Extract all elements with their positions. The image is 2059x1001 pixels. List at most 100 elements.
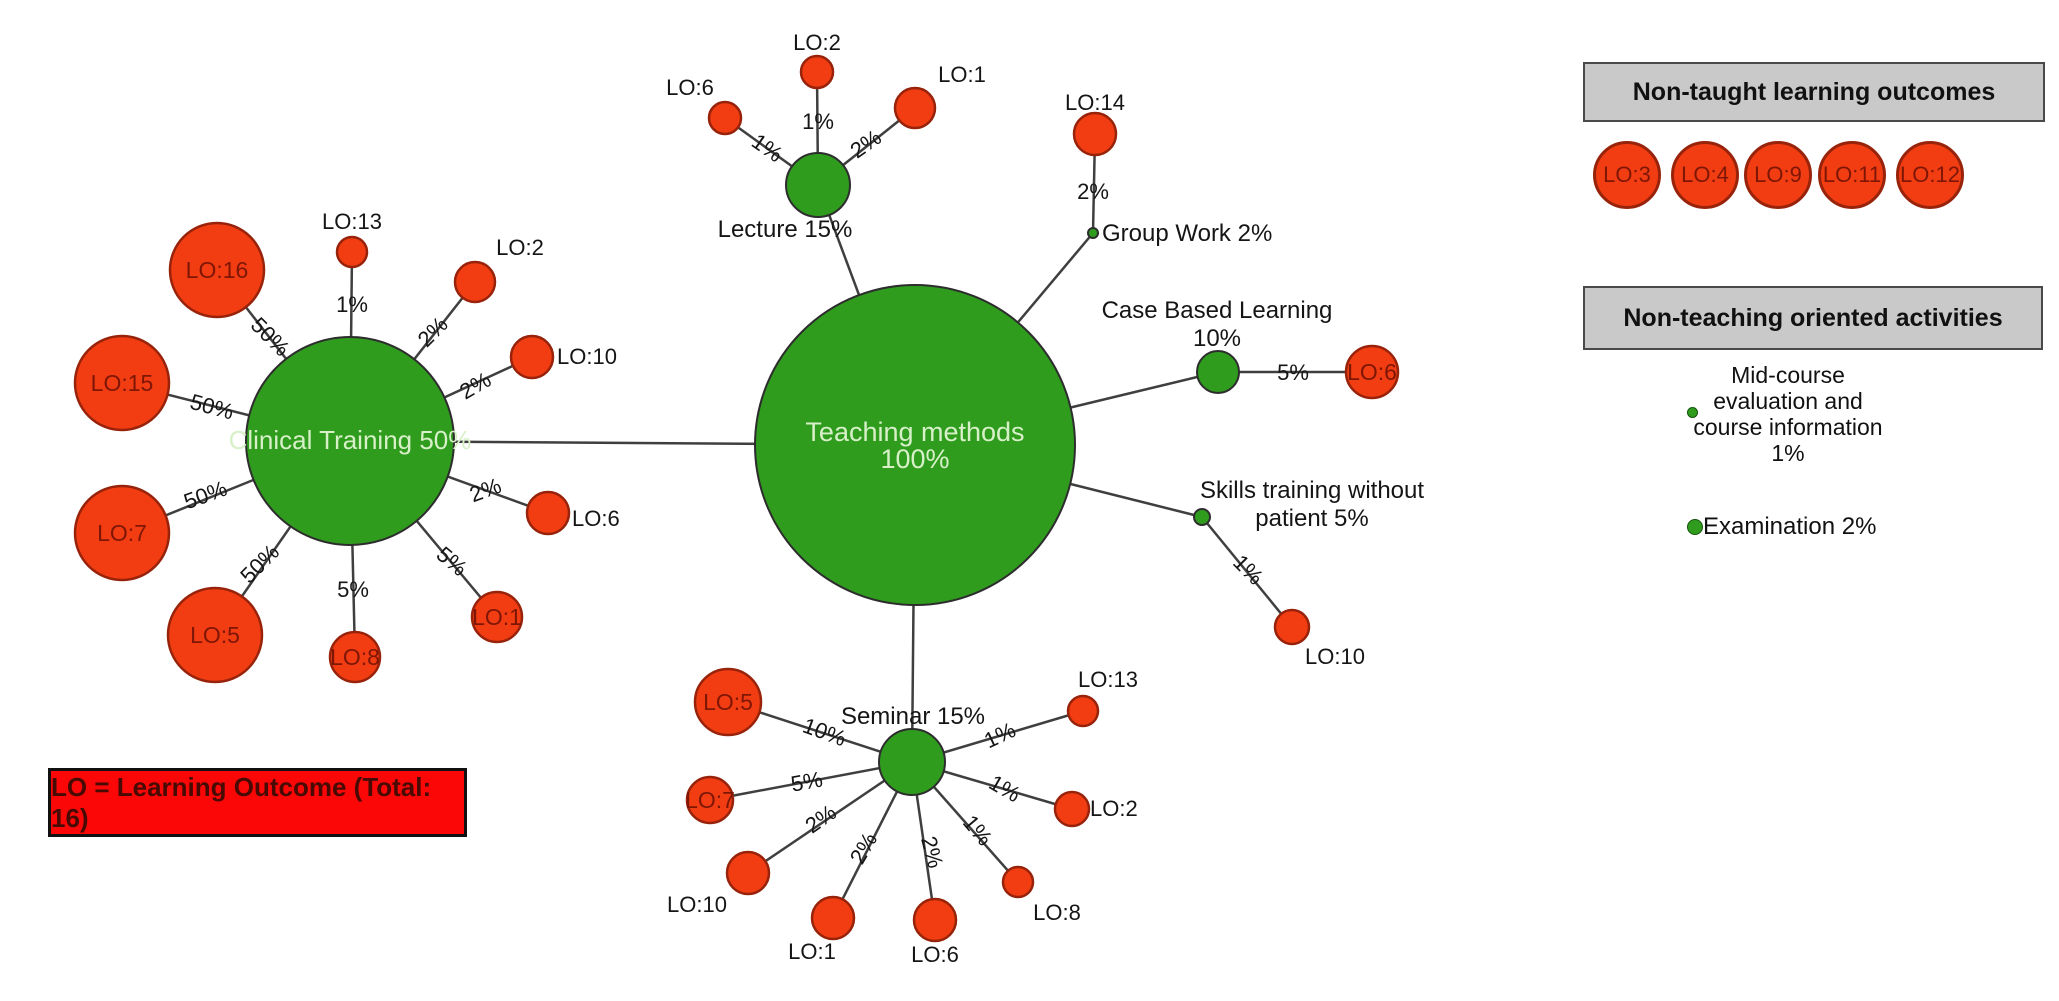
- node-teaching-methods: [754, 284, 1076, 606]
- node-outcome-lo-6-clinical-training: [525, 490, 571, 536]
- node-seminar: [878, 728, 946, 796]
- node-outcome-lo-10-seminar: [725, 850, 771, 896]
- non-taught-outcome-circle: LO:4: [1671, 141, 1739, 209]
- node-outcome-lo-6-lecture: [707, 100, 743, 136]
- node-outcome-lo-5-clinical-training: [166, 586, 264, 684]
- node-outcome-lo-5-seminar: [693, 667, 763, 737]
- midcourse-line: 1%: [1771, 440, 1805, 466]
- non-taught-outcome-circle: LO:3: [1593, 141, 1661, 209]
- edge-percent-label: 2%: [466, 473, 504, 507]
- node-outcome-lo-6-seminar: [912, 897, 958, 943]
- outcome-label-lo-8: LO:8: [330, 644, 380, 670]
- edge-percent-label: 50%: [187, 389, 236, 425]
- outcome-label-lo-2: LO:2: [793, 30, 841, 55]
- outcome-label-lo-10: LO:10: [1305, 644, 1365, 669]
- edge-percent-label: 2%: [916, 833, 948, 870]
- outcome-label-lo-10: LO:10: [557, 344, 617, 369]
- node-outcome-lo-6-case-based-learning: [1344, 344, 1400, 400]
- node-outcome-lo-2-clinical-training: [453, 260, 497, 304]
- edge-percent-label: 5%: [789, 767, 825, 797]
- midcourse-line: evaluation and: [1713, 388, 1863, 414]
- midcourse-line: Mid-course: [1731, 362, 1845, 388]
- examination-text: Examination 2%: [1703, 513, 1877, 540]
- legend-text: LO = Learning Outcome (Total: 16): [51, 771, 432, 833]
- node-outcome-lo-10-skills-training: [1273, 608, 1311, 646]
- non-taught-outcome-circle: LO:12: [1896, 141, 1964, 209]
- outcome-label-lo-6: LO:6: [572, 506, 620, 531]
- edge-percent-label: 1%: [336, 292, 368, 317]
- edge-seminar-to-lo-7: [709, 760, 913, 802]
- non-taught-outcomes-header: Non-taught learning outcomes: [1583, 62, 2045, 122]
- legend-box: LO = Learning Outcome (Total: 16): [48, 768, 467, 837]
- node-label-case-based-learning: Case Based Learning: [1102, 297, 1333, 324]
- node-outcome-lo-13-clinical-training: [335, 235, 369, 269]
- non-taught-outcome-circle: LO:11: [1818, 141, 1886, 209]
- node-label-group-work: Group Work 2%: [1102, 220, 1272, 247]
- node-skills-training: [1193, 508, 1211, 526]
- edge-percent-label: 1%: [802, 109, 834, 134]
- outcome-label-lo-2: LO:2: [1090, 796, 1138, 821]
- node-outcome-lo-1-clinical-training: [470, 590, 524, 644]
- node-outcome-lo-2-seminar: [1053, 790, 1091, 828]
- node-outcome-lo-14-group-work: [1072, 111, 1118, 157]
- node-label-lecture: Lecture 15%: [718, 216, 853, 243]
- node-case-based-learning: [1196, 350, 1240, 394]
- non-teaching-activities-header: Non-teaching oriented activities: [1583, 286, 2043, 350]
- edge-percent-label: 2%: [1077, 179, 1109, 204]
- outcome-label-lo-1: LO:1: [938, 62, 986, 87]
- node-label-seminar: Seminar 15%: [841, 703, 985, 730]
- outcome-label-lo-6: LO:6: [666, 75, 714, 100]
- edge-percent-label: 1%: [980, 717, 1019, 753]
- examination-dot-icon: [1687, 519, 1703, 535]
- edge-percent-label: 1%: [985, 770, 1025, 808]
- outcome-label-lo-13: LO:13: [322, 209, 382, 234]
- node-label-clinical-training: Clinical Training 50%: [229, 425, 472, 455]
- node-label-case-based-learning: 10%: [1193, 325, 1241, 352]
- outcome-label-lo-14: LO:14: [1065, 90, 1125, 115]
- edge-percent-label: 1%: [958, 810, 998, 850]
- node-outcome-lo-7-seminar: [685, 775, 735, 825]
- edge-percent-label: 1%: [747, 128, 787, 167]
- node-label-skills-training: Skills training without: [1200, 477, 1424, 504]
- outcome-label-lo-5: LO:5: [190, 622, 240, 648]
- outcome-label-lo-6: LO:6: [911, 942, 959, 967]
- node-outcome-lo-8-clinical-training: [328, 630, 382, 684]
- node-outcome-lo-13-seminar: [1066, 694, 1100, 728]
- edge-skills-training-to-lo-10: [1201, 516, 1293, 628]
- outcome-label-lo-7: LO:7: [97, 520, 147, 546]
- outcome-label-lo-1: LO:1: [472, 604, 522, 630]
- outcome-label-lo-10: LO:10: [667, 892, 727, 917]
- node-outcome-lo-16-clinical-training: [168, 221, 266, 319]
- node-group-work: [1087, 227, 1099, 239]
- outcome-label-lo-16: LO:16: [186, 257, 249, 283]
- non-taught-outcome-circle: LO:9: [1744, 141, 1812, 209]
- outcome-label-lo-13: LO:13: [1078, 667, 1138, 692]
- node-lecture: [785, 152, 851, 218]
- node-label-teaching-methods: 100%: [880, 444, 949, 474]
- midcourse-evaluation-text: Mid-course evaluation and course informa…: [1638, 362, 1938, 466]
- node-outcome-lo-7-clinical-training: [73, 484, 171, 582]
- edge-percent-label: 5%: [337, 577, 369, 602]
- node-outcome-lo-1-seminar: [810, 895, 856, 941]
- node-outcome-lo-10-clinical-training: [509, 334, 555, 380]
- outcome-label-lo-2: LO:2: [496, 235, 544, 260]
- outcome-label-lo-1: LO:1: [788, 939, 836, 964]
- midcourse-dot-icon: [1687, 407, 1698, 418]
- node-label-teaching-methods: Teaching methods: [805, 417, 1024, 447]
- outcome-label-lo-6: LO:6: [1347, 359, 1397, 385]
- edge-percent-label: 50%: [180, 476, 230, 515]
- midcourse-line: course information: [1693, 414, 1883, 440]
- edge-percent-label: 5%: [1277, 360, 1309, 385]
- node-label-skills-training: patient 5%: [1255, 505, 1368, 532]
- edge-percent-label: 2%: [455, 367, 495, 405]
- node-outcome-lo-15-clinical-training: [73, 334, 171, 432]
- node-outcome-lo-8-seminar: [1001, 865, 1035, 899]
- node-outcome-lo-1-lecture: [893, 86, 937, 130]
- outcome-label-lo-8: LO:8: [1033, 900, 1081, 925]
- node-clinical-training: [245, 336, 455, 546]
- node-outcome-lo-2-lecture: [799, 54, 835, 90]
- edge-percent-label: 50%: [246, 312, 295, 361]
- outcome-label-lo-7: LO:7: [685, 787, 735, 813]
